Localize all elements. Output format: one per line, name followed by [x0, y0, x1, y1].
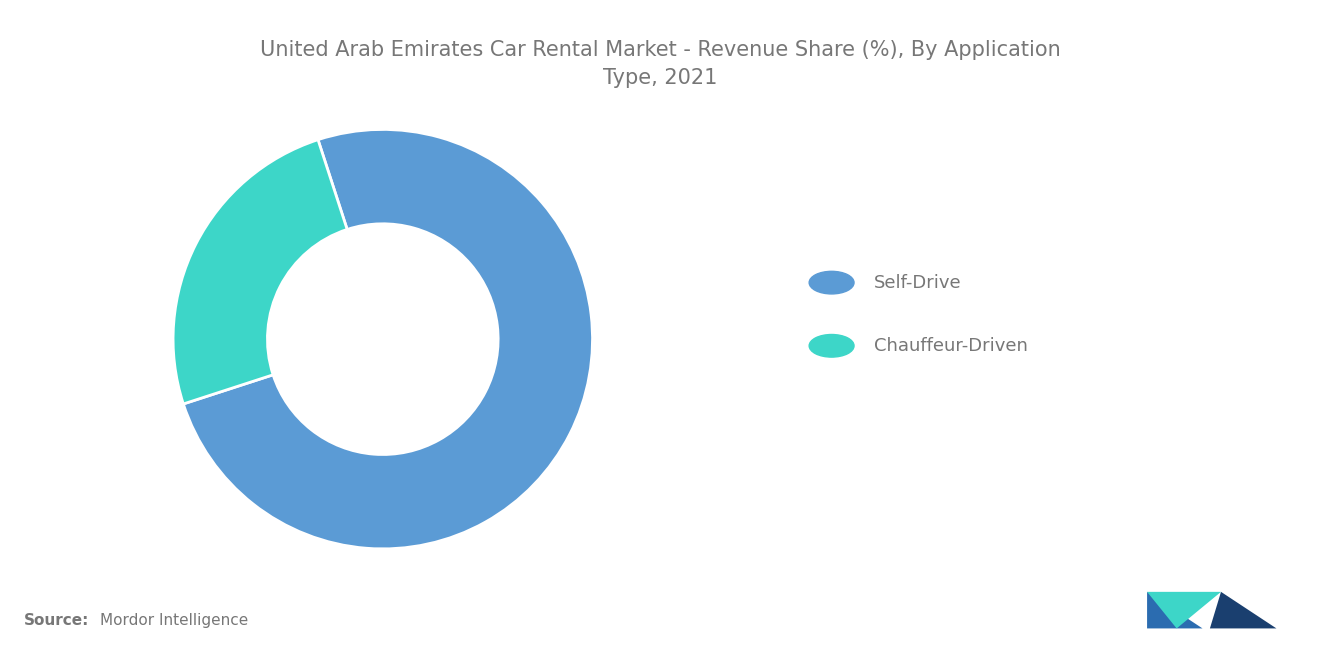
Text: Self-Drive: Self-Drive [874, 273, 961, 292]
Text: United Arab Emirates Car Rental Market - Revenue Share (%), By Application
Type,: United Arab Emirates Car Rental Market -… [260, 40, 1060, 88]
Polygon shape [1147, 592, 1221, 628]
Text: Mordor Intelligence: Mordor Intelligence [100, 613, 248, 628]
Circle shape [809, 334, 854, 357]
Wedge shape [173, 140, 347, 404]
Text: Chauffeur-Driven: Chauffeur-Driven [874, 336, 1028, 355]
Polygon shape [1147, 592, 1203, 628]
Circle shape [809, 271, 854, 294]
Polygon shape [1210, 592, 1276, 628]
Wedge shape [183, 130, 593, 549]
Text: Source:: Source: [24, 613, 90, 628]
